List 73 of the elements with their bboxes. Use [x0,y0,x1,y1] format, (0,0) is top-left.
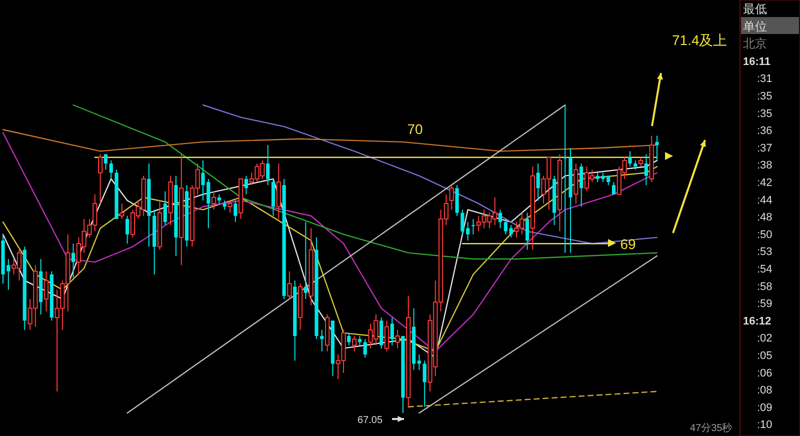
text: :10 [757,419,772,432]
candlestick [509,224,513,238]
candlestick [655,135,659,161]
candlestick [163,190,167,226]
candlestick [352,336,357,352]
candlestick [228,200,232,214]
text: :35 [757,90,772,102]
candlestick [217,194,221,204]
candlestick [612,182,616,195]
candlestick [126,215,130,244]
candlestick [71,243,76,278]
candlestick [580,163,584,208]
text: :02 [757,332,772,345]
candlestick [384,320,390,352]
candlestick [460,209,464,235]
candlestick [320,329,324,352]
text: 67.05 [357,415,383,426]
candlestick [358,336,362,346]
text: :31 [757,73,772,86]
text: :35 [757,108,772,120]
text: :48 [757,212,772,224]
candlestick [525,212,530,250]
candlestick [98,154,103,204]
text: :08 [757,384,772,397]
text: :38 [757,160,772,172]
candlestick [498,209,502,229]
candlestick [104,154,108,170]
candlestick [504,218,508,235]
candlestick [120,203,124,220]
candlestick [244,175,248,195]
annotation: 69 [620,236,636,252]
candlestick [390,317,394,346]
text: :05 [757,350,772,362]
text: :58 [757,280,772,293]
text: 16:12 [743,315,772,328]
candlestick [634,160,638,170]
text: :06 [757,367,772,380]
candlestick [266,144,270,186]
text: 最低 [743,2,767,16]
candlestick [287,270,292,300]
text: :42 [757,177,772,189]
candlestick [422,360,426,408]
text: 16:11 [743,56,771,68]
candlestick [363,338,367,358]
text: :09 [757,402,772,414]
text: :54 [757,264,772,276]
text: :36 [757,125,772,138]
candlestick [628,150,632,168]
candlestick [638,156,644,168]
candlestick [234,200,238,223]
annotation: 70 [407,121,423,137]
candlestick [222,200,226,210]
candlestick [395,329,400,349]
text: :59 [757,298,772,310]
candlestick [304,222,308,300]
text: :37 [757,142,772,154]
candlestick [644,154,648,186]
candlestick [536,163,540,201]
candlestick [347,332,351,346]
candlestick [471,218,476,235]
text: :53 [757,246,772,258]
candlestick [44,270,49,312]
candlestick [109,160,113,180]
text: 71.4及上 [672,32,728,48]
text: 北京 [743,36,767,51]
text: 单位 [743,19,767,34]
text: :44 [757,194,772,206]
text: :50 [757,228,772,241]
candlestick [211,190,216,210]
text: 47分35秒 [690,422,732,434]
candlestick [466,222,470,242]
candlestick [417,354,421,370]
candlestick [449,184,454,210]
